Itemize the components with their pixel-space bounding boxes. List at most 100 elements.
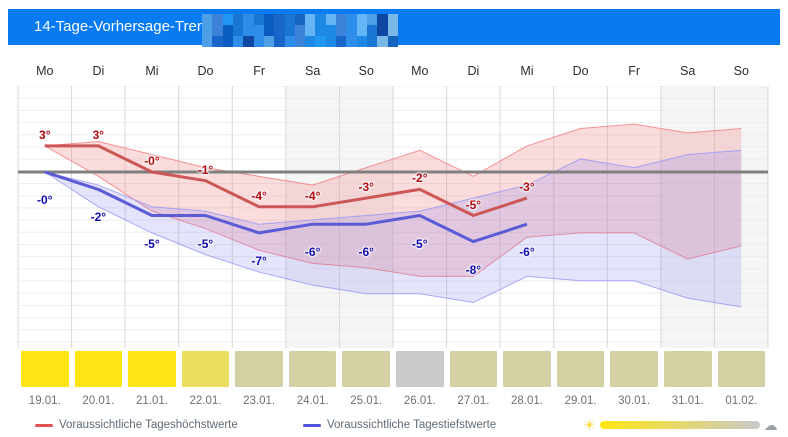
max-temp-label: -2° — [412, 171, 428, 186]
blur-cell — [294, 36, 306, 47]
sunshine-bar — [181, 351, 230, 387]
date-label: 30.01. — [618, 395, 651, 407]
blur-cell — [232, 36, 244, 47]
blur-cell — [263, 36, 275, 47]
min-uncertainty-band-lower-edge — [44, 171, 742, 308]
sun-bar-slot — [447, 350, 501, 388]
min-temp-label: -6° — [358, 245, 374, 260]
sunshine-bar — [663, 351, 712, 387]
blur-cell — [387, 14, 398, 25]
max-temp-label: -1° — [197, 162, 214, 177]
weekday-label: Mi — [520, 64, 534, 78]
blur-cell — [356, 36, 368, 47]
trend-chart-canvas — [17, 86, 769, 348]
date-label: 27.01. — [457, 395, 490, 407]
max-temperature-line — [44, 144, 528, 217]
date-label: 31.01. — [671, 395, 704, 407]
max-line-marker — [35, 423, 53, 427]
sunshine-gradient-bar — [599, 421, 760, 429]
blur-cell — [294, 14, 306, 25]
legend-item-min-label: Voraussichtliche Tagestiefstwerte — [327, 419, 497, 431]
blur-cell — [315, 36, 326, 47]
sun-bar-slot — [661, 350, 715, 388]
weekday-label: Di — [92, 64, 105, 78]
date-label: 22.01. — [189, 395, 222, 407]
weekday-label: Di — [467, 64, 480, 78]
blur-cell — [315, 25, 326, 36]
sun-bar-slot — [232, 350, 286, 388]
date-label: 20.01. — [82, 395, 115, 407]
blur-cell — [294, 25, 306, 36]
min-temp-label: -0° — [37, 193, 53, 207]
blur-cell — [232, 14, 244, 25]
blur-cell — [284, 14, 295, 25]
blur-cell — [305, 36, 316, 47]
max-uncertainty-band — [44, 124, 742, 277]
min-temperature-line — [44, 170, 528, 244]
sun-bar-slot — [715, 350, 769, 388]
weekend-shading — [285, 86, 340, 348]
weekday-label: Mo — [36, 64, 54, 78]
blur-cell — [356, 14, 368, 25]
min-temp-label: -5° — [412, 236, 428, 251]
blur-cell — [377, 36, 388, 47]
legend-sunshine: ☀ ☁ — [583, 418, 778, 432]
blur-cell — [274, 25, 285, 36]
blur-cell — [222, 36, 233, 47]
min-temp-label: -2° — [90, 210, 107, 225]
widget-title: 14-Tage-Vorhersage-Trend f — [34, 18, 222, 35]
cloud-icon: ☁ — [763, 417, 778, 433]
blur-cell — [367, 14, 378, 25]
sunshine-bar — [610, 351, 658, 387]
blur-cell — [274, 36, 285, 47]
blur-cell — [263, 14, 275, 25]
blur-cell — [325, 36, 337, 47]
blur-cell — [274, 14, 285, 25]
blur-cell — [367, 36, 378, 47]
min-temp-label: -7° — [251, 253, 267, 268]
weekday-label: So — [358, 64, 374, 78]
weekday-label: Sa — [680, 64, 696, 78]
blur-cell — [263, 25, 275, 36]
max-temp-label: -5° — [465, 197, 482, 212]
min-temp-label: -5° — [197, 236, 214, 251]
blur-cell — [346, 14, 357, 25]
legend-item-min: Voraussichtliche Tagestiefstwerte — [303, 419, 496, 431]
sunshine-bar — [74, 351, 123, 387]
blur-cell — [212, 25, 223, 36]
sunshine-bar — [556, 351, 605, 387]
blur-cell — [212, 36, 223, 47]
blur-cell — [367, 25, 378, 36]
sun-bar-slot — [72, 350, 126, 388]
sunshine-bar — [128, 351, 176, 387]
min-line-marker — [303, 423, 321, 427]
weekday-label: Mo — [411, 64, 429, 78]
blur-cell — [305, 25, 316, 36]
date-label: 23.01. — [243, 395, 276, 407]
max-temp-label: -4° — [251, 188, 267, 203]
blur-cell — [284, 36, 295, 47]
forecast-trend-widget: 14-Tage-Vorhersage-Trend f Mo Di Mi Do Fr Sa S… — [8, 9, 780, 437]
sun-icon: ☀ — [583, 417, 596, 433]
legend-item-max: Voraussichtliche Tageshöchstwerte — [35, 419, 238, 431]
max-temp-label: -3° — [519, 180, 535, 195]
min-temp-label: -6° — [519, 245, 535, 260]
date-label: 24.01. — [296, 395, 329, 407]
sun-bar-slot — [125, 350, 179, 388]
min-temp-label: -8° — [465, 262, 482, 277]
blur-cell — [377, 25, 388, 36]
blurred-location — [202, 14, 398, 47]
weekday-label: Fr — [253, 64, 265, 78]
blur-cell — [325, 14, 337, 25]
sun-bar-slot — [500, 350, 554, 388]
blur-cell — [346, 36, 357, 47]
blur-cell — [377, 14, 388, 25]
legend-item-max-label: Voraussichtliche Tageshöchstwerte — [59, 419, 238, 431]
blur-cell — [243, 36, 254, 47]
widget-header: 14-Tage-Vorhersage-Trend f — [8, 9, 780, 47]
blur-cell — [356, 25, 368, 36]
sunshine-bar — [717, 351, 766, 387]
sun-bar-slot — [179, 350, 233, 388]
date-label: 25.01. — [350, 395, 383, 407]
blur-cell — [336, 36, 347, 47]
